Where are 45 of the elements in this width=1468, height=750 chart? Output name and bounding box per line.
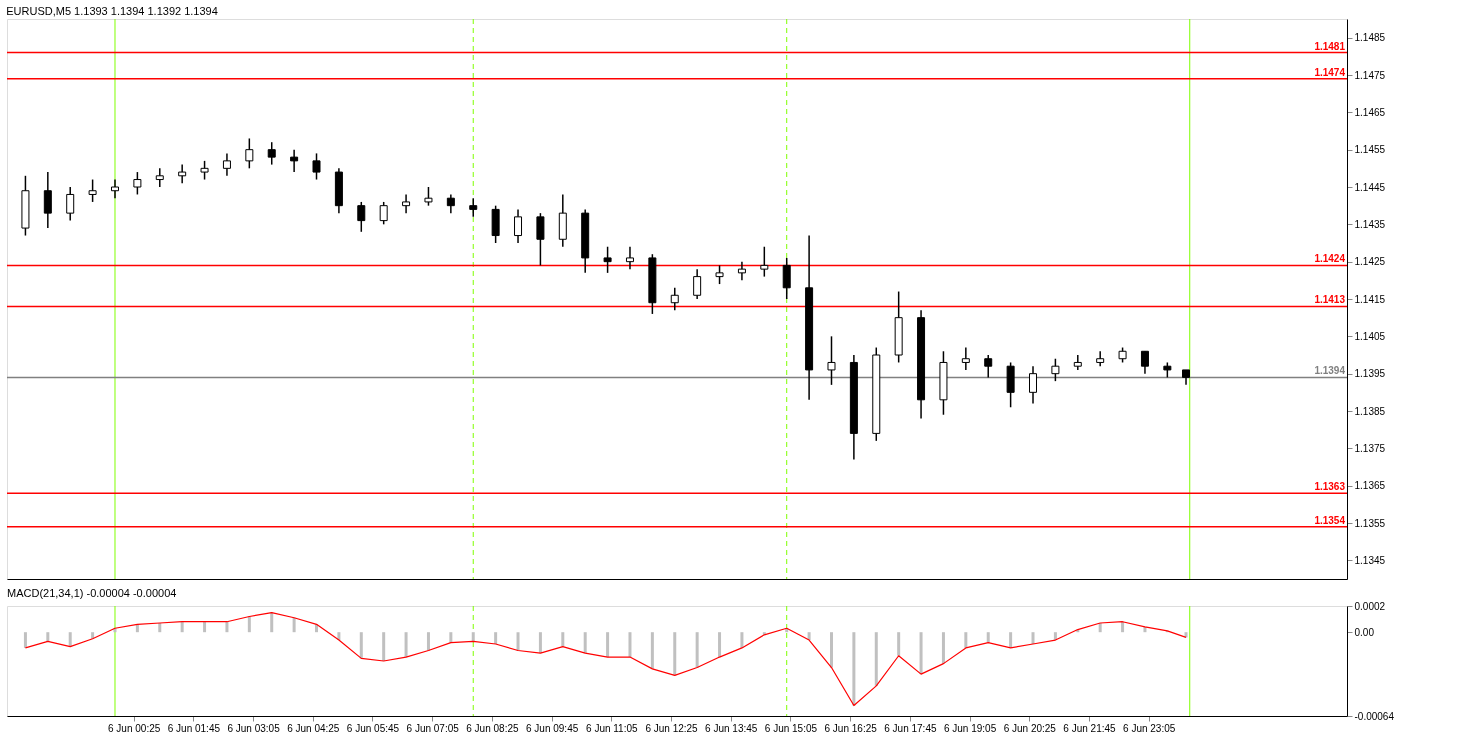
x-tick-label: 6 Jun 08:25 bbox=[466, 722, 519, 734]
ref-line-label: 1.1474 bbox=[1314, 66, 1346, 78]
y-tick-label: 1.1355 bbox=[1354, 517, 1386, 529]
x-tick-label: 6 Jun 16:25 bbox=[824, 722, 878, 734]
x-tick-label: 6 Jun 21:45 bbox=[1063, 722, 1117, 734]
y-tick-label: 1.1485 bbox=[1354, 32, 1386, 44]
y-tick-label: 0.0002 bbox=[1354, 600, 1386, 612]
y-tick-label: 1.1465 bbox=[1354, 106, 1386, 118]
ref-line-label: 1.1394 bbox=[1314, 365, 1346, 377]
y-tick-label: 1.1375 bbox=[1354, 442, 1386, 454]
ref-line-label: 1.1354 bbox=[1314, 514, 1346, 526]
x-tick-label: 6 Jun 12:25 bbox=[645, 722, 699, 734]
y-tick-label: 1.1405 bbox=[1354, 330, 1386, 342]
x-tick-label: 6 Jun 03:05 bbox=[227, 722, 281, 734]
x-tick-label: 6 Jun 19:05 bbox=[943, 722, 997, 734]
x-tick-label: 6 Jun 09:45 bbox=[525, 722, 579, 734]
y-tick-label: 0.00 bbox=[1354, 626, 1375, 638]
x-tick-label: 6 Jun 07:05 bbox=[406, 722, 460, 734]
chart-title: MACD(21,34,1) -0.00004 -0.00004 bbox=[7, 587, 177, 599]
x-tick-label: 6 Jun 01:45 bbox=[167, 722, 221, 734]
x-tick-label: 6 Jun 04:25 bbox=[287, 722, 340, 734]
y-tick-label: 1.1475 bbox=[1354, 69, 1386, 81]
x-tick-label: 6 Jun 00:25 bbox=[108, 722, 161, 734]
ref-line-label: 1.1481 bbox=[1314, 40, 1346, 52]
x-tick-label: 6 Jun 15:05 bbox=[764, 722, 818, 734]
x-tick-label: 6 Jun 05:45 bbox=[346, 722, 400, 734]
x-tick-label: 6 Jun 23:05 bbox=[1123, 722, 1176, 734]
y-tick-label: 1.1445 bbox=[1354, 181, 1386, 193]
x-tick-label: 6 Jun 20:25 bbox=[1003, 722, 1057, 734]
y-tick-label: 1.1395 bbox=[1354, 368, 1386, 380]
ref-line-label: 1.1413 bbox=[1314, 294, 1346, 306]
y-tick-label: -0.00064 bbox=[1354, 710, 1395, 722]
ref-line-label: 1.1363 bbox=[1314, 481, 1346, 493]
y-tick-label: 1.1345 bbox=[1354, 554, 1386, 566]
x-tick-label: 6 Jun 11:05 bbox=[586, 722, 639, 734]
x-tick-label: 6 Jun 13:45 bbox=[705, 722, 758, 734]
ref-line-label: 1.1424 bbox=[1314, 253, 1346, 265]
x-tick-label: 6 Jun 17:45 bbox=[884, 722, 937, 734]
y-tick-label: 1.1365 bbox=[1354, 480, 1386, 492]
chart-title: EURUSD,M5 1.1393 1.1394 1.1392 1.1394 bbox=[6, 4, 218, 17]
y-tick-label: 1.1435 bbox=[1354, 218, 1386, 230]
y-tick-label: 1.1385 bbox=[1354, 405, 1386, 417]
y-tick-label: 1.1455 bbox=[1354, 144, 1386, 156]
y-tick-label: 1.1415 bbox=[1354, 293, 1386, 305]
y-tick-label: 1.1425 bbox=[1354, 256, 1386, 268]
